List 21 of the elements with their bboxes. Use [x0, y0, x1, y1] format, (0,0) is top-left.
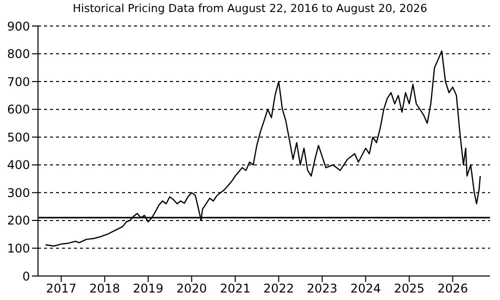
y-tick-label: 500	[7, 130, 30, 144]
x-tick-label: 2023	[306, 282, 338, 296]
y-tick-label: 0	[22, 269, 30, 284]
y-tick-label: 400	[7, 158, 30, 172]
x-tick-label: 2018	[89, 282, 120, 296]
y-tick-label: 800	[7, 47, 30, 62]
y-tick-label: 300	[7, 186, 30, 200]
x-tick-label: 2020	[176, 282, 207, 296]
y-tick-label: 600	[7, 102, 30, 117]
x-tick-label: 2024	[350, 282, 381, 296]
x-tick-label: 2019	[132, 282, 164, 296]
y-tick-label: 900	[7, 19, 30, 34]
x-tick-label: 2026	[437, 282, 468, 296]
chart-title: Historical Pricing Data from August 22, 2016 to August 20, 2026	[72, 1, 428, 17]
y-tick-label: 700	[7, 74, 30, 89]
x-tick-label: 2022	[263, 282, 294, 296]
y-tick-label: 100	[7, 241, 30, 256]
x-tick-label: 2017	[46, 282, 76, 296]
x-tick-label: 2021	[220, 282, 251, 296]
x-tick-label: 2025	[394, 282, 425, 296]
y-tick-label: 200	[7, 214, 30, 228]
